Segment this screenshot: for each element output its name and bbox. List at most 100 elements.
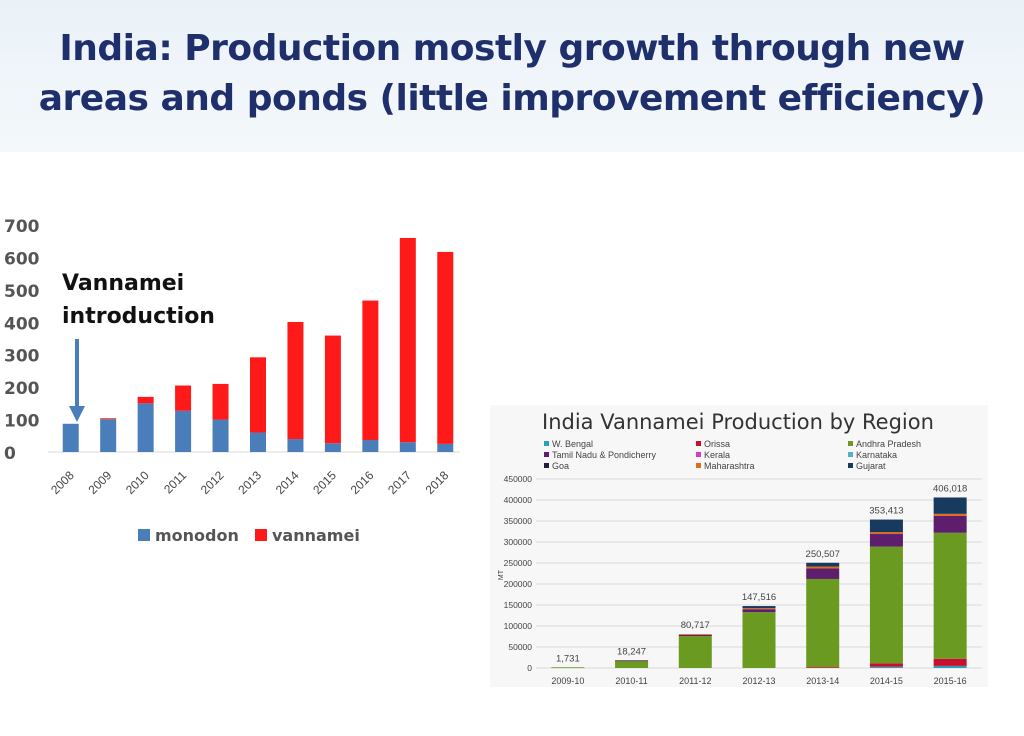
y-tick-label: 600 [4, 249, 40, 269]
y-tick-label: 400000 [504, 495, 533, 505]
total-label: 18,247 [617, 646, 646, 657]
y-tick-label: 350000 [504, 516, 533, 526]
legend-swatch [544, 452, 549, 457]
x-tick-label: 2017 [385, 468, 414, 497]
y-tick-label: 0 [4, 444, 16, 464]
legend-label: W. Bengal [552, 439, 593, 449]
bar-monodon [137, 403, 154, 452]
total-label: 406,018 [933, 483, 967, 494]
x-tick-label: 2011 [161, 468, 189, 496]
legend-label: Orissa [704, 439, 730, 449]
bar-monodon [287, 439, 304, 452]
x-tick-label: 2010-11 [615, 676, 647, 686]
legend-label: Kerala [704, 450, 730, 460]
bar-segment [869, 546, 903, 664]
bar-monodon [100, 419, 117, 452]
bar-monodon [175, 410, 192, 452]
x-tick-label: 2012 [198, 468, 227, 497]
x-tick-label: 2012-13 [742, 676, 775, 686]
legend-label: Karnataka [856, 450, 897, 460]
bar-monodon [437, 443, 454, 452]
total-label: 1,731 [556, 653, 580, 664]
y-tick-label: 250000 [504, 558, 533, 568]
legend-swatch-vannamei [255, 529, 267, 541]
legend-swatch [848, 463, 853, 468]
bar-segment [933, 665, 967, 668]
total-label: 353,413 [869, 506, 903, 517]
page-title-line-2: areas and ponds (little improvement effi… [38, 78, 986, 119]
legend-swatch [848, 452, 853, 457]
y-tick-label: 0 [527, 663, 532, 673]
bar-monodon [399, 442, 416, 452]
bar-vannamei [175, 385, 192, 411]
total-label: 250,507 [806, 549, 840, 560]
x-tick-label: 2013-14 [806, 676, 839, 686]
legend-label: Tamil Nadu & Pondicherry [552, 450, 657, 460]
x-tick-label: 2018 [423, 468, 452, 497]
x-tick-label: 2008 [48, 468, 77, 497]
y-tick-label: 300000 [504, 537, 533, 547]
india-production-chart: 0 100 200 300 400 500 600 700 2008 2009 2010 2011 20… [4, 217, 460, 545]
legend-swatch-monodon [138, 529, 150, 541]
bar-monodon [62, 423, 79, 452]
y-tick-label: 300 [4, 347, 40, 367]
x-tick-label: 2014-15 [870, 676, 903, 686]
annotation-line-1: Vannamei [62, 271, 184, 296]
bar-vannamei [362, 300, 379, 441]
bar-vannamei [212, 383, 229, 420]
legend-swatch [696, 441, 701, 446]
chart-title: India Vannamei Production by Region [542, 410, 934, 434]
legend-swatch [696, 452, 701, 457]
title-banner [0, 0, 1024, 152]
bar-segment [806, 578, 840, 668]
y-axis-label: MT [498, 569, 505, 580]
bar-vannamei [250, 357, 266, 433]
x-tick-label: 2013 [235, 468, 264, 497]
chart-panel [490, 405, 988, 687]
bar-segment [806, 667, 840, 668]
legend-label-monodon: monodon [155, 526, 239, 545]
bar-segment [806, 568, 840, 579]
x-tick-label: 2014 [273, 468, 302, 497]
legend-swatch [544, 441, 549, 446]
bar-vannamei [100, 418, 117, 420]
legend-swatch [544, 463, 549, 468]
legend-label-vannamei: vannamei [272, 526, 360, 545]
bar-vannamei [137, 396, 154, 404]
y-tick-label: 100000 [504, 621, 533, 631]
bar-segment [678, 634, 712, 635]
bar-segment [869, 663, 903, 667]
x-tick-label: 2015-16 [934, 676, 967, 686]
bar-segment [933, 515, 967, 533]
bar-segment [933, 513, 967, 516]
bar-monodon [362, 440, 379, 452]
x-tick-label: 2010 [123, 468, 152, 497]
y-tick-label: 450000 [504, 474, 533, 484]
y-tick-label: 200 [4, 379, 40, 399]
bar-segment [615, 660, 649, 668]
bar-monodon [250, 432, 266, 452]
y-tick-label: 700 [4, 217, 40, 237]
bar-segment [742, 612, 776, 668]
annotation-line-2: introduction [62, 304, 215, 329]
bar-segment [933, 658, 967, 666]
y-tick-label: 500 [4, 282, 40, 302]
bar-segment [678, 636, 712, 668]
x-tick-label: 2009-10 [551, 676, 584, 686]
x-tick-label: 2009 [86, 468, 115, 497]
bar-vannamei [437, 251, 454, 444]
legend-label: Gujarat [856, 461, 886, 471]
x-tick-label: 2015 [310, 468, 339, 497]
legend-label: Goa [552, 461, 569, 471]
total-label: 80,717 [681, 620, 710, 631]
bar-segment [869, 532, 903, 535]
y-tick-label: 200000 [504, 579, 533, 589]
y-tick-label: 100 [4, 412, 40, 432]
bar-segment [869, 534, 903, 547]
bar-segment [615, 660, 649, 662]
bar-vannamei [324, 335, 341, 444]
bar-segment [806, 562, 840, 567]
bar-vannamei [287, 321, 304, 440]
y-tick-label: 150000 [504, 600, 533, 610]
y-tick-label: 50000 [508, 642, 532, 652]
